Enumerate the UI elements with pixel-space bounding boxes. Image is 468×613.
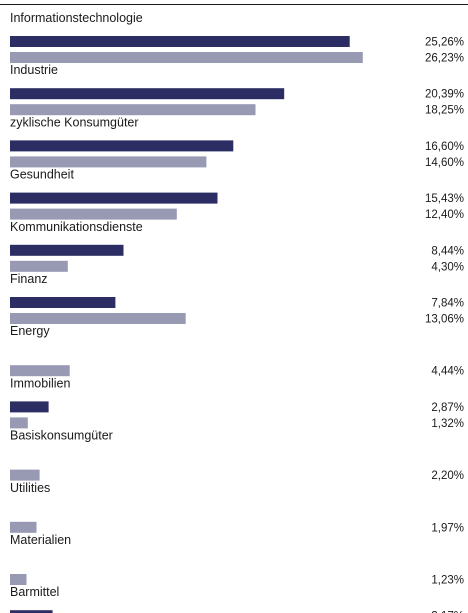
bar-series-2 (10, 260, 68, 272)
value-label-series-1: 7,84% (431, 298, 464, 310)
bar-series-2 (10, 469, 40, 481)
bar-series-2 (10, 104, 256, 116)
value-label-series-2: 12,40% (425, 209, 464, 221)
bar-series-1 (10, 401, 49, 413)
bar-series-1 (10, 610, 53, 613)
bar-series-1 (10, 36, 350, 47)
category-label: Kommunikationsdienste (10, 220, 143, 234)
bar-series-2 (10, 574, 27, 585)
bar-series-2 (10, 156, 207, 168)
value-label-series-2: 18,25% (425, 105, 464, 117)
value-label-series-2: 1,32% (431, 418, 464, 430)
category-label: Materialien (10, 533, 71, 547)
category-label: Energy (10, 324, 50, 338)
value-label-series-1: 25,26% (425, 37, 464, 49)
value-label-series-2: 4,30% (431, 261, 464, 273)
value-label-series-1: 15,43% (425, 193, 464, 205)
category-label: Basiskonsumgüter (10, 429, 113, 443)
value-label-series-1: 2,87% (431, 402, 464, 414)
category-label: Finanz (10, 272, 48, 286)
value-label-series-2: 2,20% (431, 470, 464, 482)
category-label: Utilities (10, 481, 50, 495)
value-label-series-1: 8,44% (431, 245, 464, 257)
value-label-series-1: 3,17% (431, 611, 464, 613)
value-label-series-2: 13,06% (425, 314, 464, 326)
category-label: Informationstechnologie (10, 11, 143, 25)
bar-series-2 (10, 365, 70, 377)
bar-series-1 (10, 140, 234, 152)
bar-series-2 (10, 208, 177, 220)
bar-series-1 (10, 244, 124, 256)
category-label: Immobilien (10, 376, 70, 390)
value-label-series-1: 20,39% (425, 89, 464, 101)
category-label: Barmittel (10, 585, 59, 599)
bar-series-1 (10, 297, 116, 308)
chart-rows: Informationstechnologie 25,26% 26,23% Indus… (10, 11, 464, 613)
bar-series-2 (10, 313, 186, 324)
bar-series-1 (10, 88, 285, 100)
value-label-series-1: 16,60% (425, 141, 464, 153)
bar-series-2 (10, 52, 363, 63)
bar-series-2 (10, 417, 28, 429)
value-label-series-2: 14,60% (425, 157, 464, 169)
category-label: Industrie (10, 63, 58, 77)
value-label-series-2: 1,97% (431, 522, 464, 534)
value-label-series-2: 1,23% (431, 575, 464, 587)
bar-series-1 (10, 192, 218, 204)
value-label-series-2: 4,44% (431, 366, 464, 378)
category-label: Gesundheit (10, 168, 74, 182)
category-label: zyklische Konsumgüter (10, 115, 139, 129)
bar-series-2 (10, 521, 37, 533)
value-label-series-2: 26,23% (425, 53, 464, 65)
